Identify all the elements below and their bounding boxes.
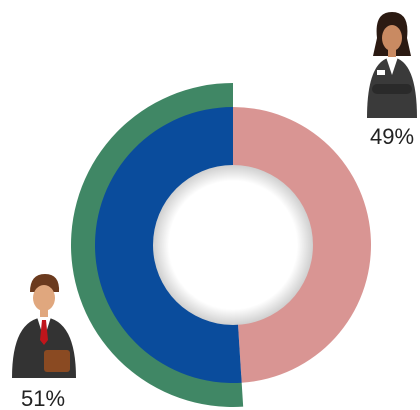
- data-label: 51%: [21, 386, 65, 410]
- female-icon: [367, 12, 417, 118]
- male-icon: [12, 274, 76, 378]
- segment-accent: [70, 83, 244, 407]
- donut-hole: [153, 165, 313, 325]
- data-label: 49%: [370, 124, 414, 149]
